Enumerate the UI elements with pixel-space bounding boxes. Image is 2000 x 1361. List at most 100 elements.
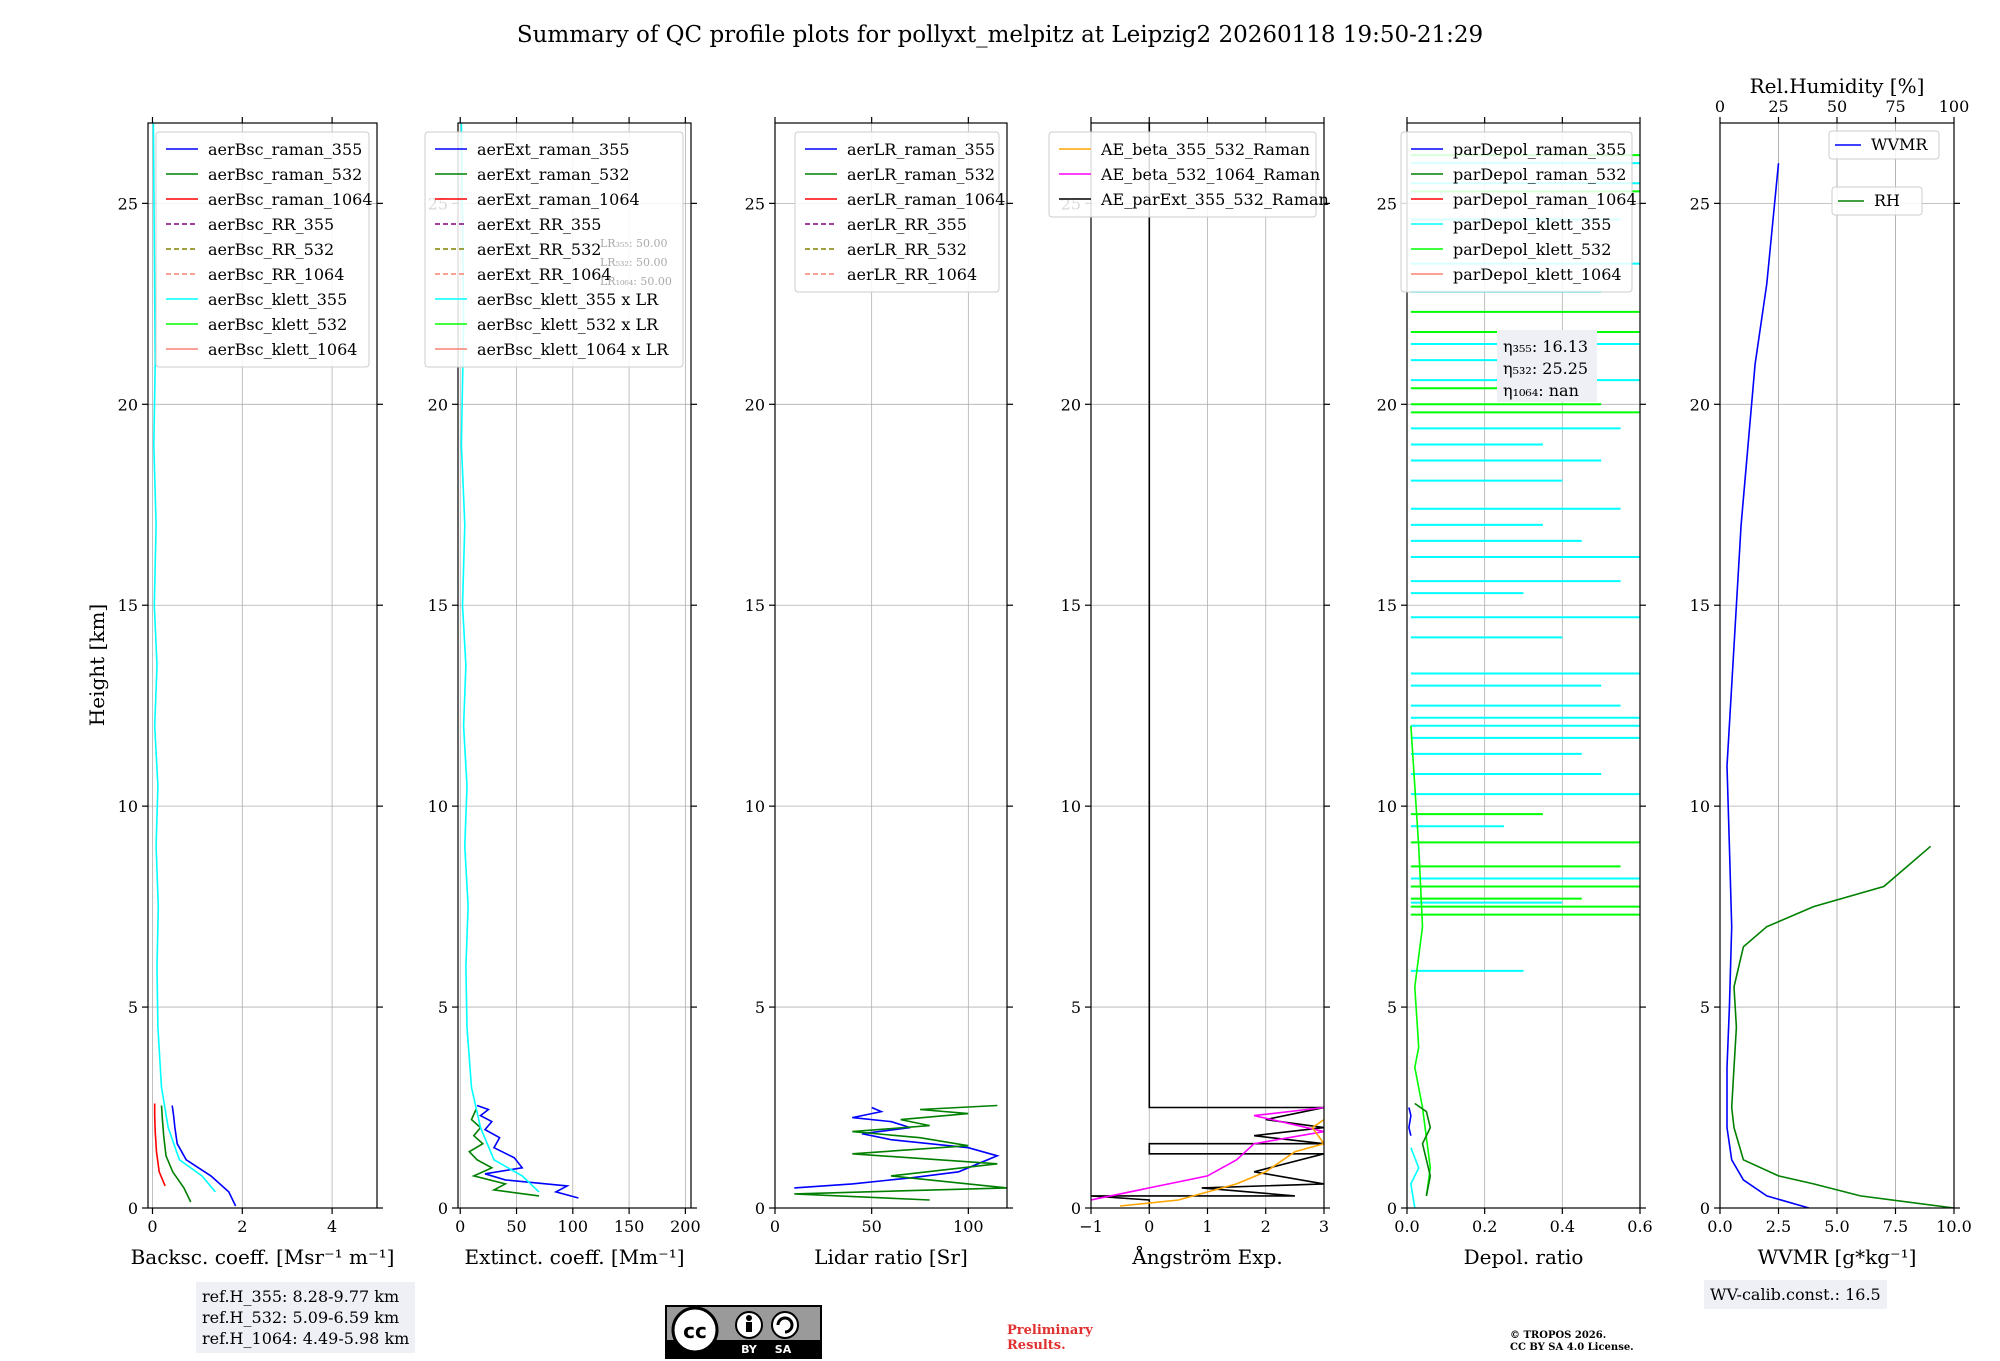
x-tick-label: 4 (327, 1217, 337, 1236)
y-tick-label: 20 (745, 395, 765, 414)
top-x-tick-label: 75 (1885, 97, 1905, 116)
top-x-tick-label: 100 (1939, 97, 1970, 116)
eta-box (1497, 330, 1597, 402)
x-tick-label: 200 (670, 1217, 701, 1236)
cc-sa-label: SA (775, 1343, 792, 1356)
lr-annotation: LR₅₃₂: 50.00 (600, 256, 668, 269)
plot-area-depol (1408, 154, 1640, 1208)
legend-label: aerBsc_klett_355 (208, 290, 347, 309)
legend-label: parDepol_klett_1064 (1453, 265, 1622, 284)
eta-annotation: η₅₃₂: 25.25 (1503, 359, 1588, 378)
x-axis-label: Depol. ratio (1464, 1245, 1584, 1269)
series-line-aerExt_raman_355 (476, 1104, 579, 1199)
plot-area-extinction (460, 123, 579, 1199)
plot-area-angstrom (1091, 123, 1324, 1208)
figure-title: Summary of QC profile plots for pollyxt_… (516, 22, 1484, 48)
x-axis-label: Lidar ratio [Sr] (814, 1245, 968, 1269)
y-tick-label: 5 (1387, 998, 1397, 1017)
plot-area-wvmr (1726, 163, 1954, 1208)
y-axis-label: Height [km] (85, 604, 109, 726)
axes-frame (457, 122, 692, 1209)
lr-annotation: LR₃₅₅: 50.00 (600, 237, 668, 250)
x-tick-label: 1 (1202, 1217, 1212, 1236)
y-tick-label: 5 (755, 998, 765, 1017)
legend-box (1048, 131, 1317, 218)
x-tick-label: 10.0 (1936, 1217, 1972, 1236)
y-tick-label: 0 (438, 1199, 448, 1218)
x-tick-label: 0 (1144, 1217, 1154, 1236)
y-tick-label: 20 (118, 395, 138, 414)
y-tick-label: 5 (128, 998, 138, 1017)
x-tick-label: 0 (455, 1217, 465, 1236)
series-line-parDepol_raman_355 (1408, 1107, 1412, 1136)
legend-label: aerLR_raman_1064 (847, 190, 1005, 209)
legend-label: aerExt_raman_355 (477, 140, 630, 159)
copyright-line-2: CC BY SA 4.0 License. (1510, 1342, 1634, 1353)
legend-label: aerExt_RR_532 (477, 240, 601, 259)
series-line-aerExt_raman_532 (468, 1109, 540, 1197)
legend-label: aerExt_raman_532 (477, 165, 630, 184)
y-tick-label: 15 (428, 596, 448, 615)
series-line-AE_parExt_355_532_Raman (1091, 123, 1324, 1208)
x-tick-label: 100 (953, 1217, 984, 1236)
series-line-aerBsc_raman_532 (160, 1105, 192, 1203)
y-tick-label: 15 (118, 596, 138, 615)
axes-frame (147, 122, 378, 1209)
y-tick-label: 0 (1700, 1199, 1710, 1218)
legend-label: WVMR (1871, 135, 1928, 154)
series-line-AE_beta_355_532_Raman (1120, 1118, 1324, 1207)
panel-depol: 0 5 10 15 20 25 0.0 0.2 0.4 0.6 Depol. ratio parDep… (1377, 117, 1653, 1269)
ref-heights-box: ref.H_355: 8.28-9.77 km ref.H_532: 5.09-… (196, 1282, 416, 1353)
legend-label: aerExt_raman_1064 (477, 190, 640, 209)
series-line-aerBsc_raman_355 (171, 1105, 237, 1207)
wv-calib-box: WV-calib.const.: 16.5 (1704, 1280, 1887, 1309)
lr-annotation: LR₁₀₆₄: 50.00 (600, 275, 672, 288)
legend-label: aerLR_RR_355 (847, 215, 967, 234)
x-tick-label: 2 (1261, 1217, 1271, 1236)
legend-box (1400, 131, 1633, 293)
x-tick-label: 3 (1319, 1217, 1329, 1236)
x-tick-label: 0.4 (1550, 1217, 1575, 1236)
y-tick-label: 0 (1071, 1199, 1081, 1218)
x-tick-label: 50 (861, 1217, 881, 1236)
legend-label: parDepol_raman_1064 (1453, 190, 1637, 209)
y-tick-label: 20 (1690, 395, 1710, 414)
legend-label: aerBsc_klett_532 x LR (477, 315, 659, 334)
y-tick-label: 0 (755, 1199, 765, 1218)
x-tick-label: 5.0 (1824, 1217, 1849, 1236)
legend-label: aerBsc_RR_355 (208, 215, 334, 234)
ref-height-355: ref.H_355: 8.28-9.77 km (202, 1287, 400, 1306)
series-line-RH (1730, 845, 1954, 1208)
preliminary-results-note: Preliminary Results. (1007, 1323, 1093, 1353)
legend-box (155, 131, 370, 368)
top-x-axis-label: Rel.Humidity [%] (1750, 74, 1925, 98)
panel-extinction: 0510152025050100150200Extinct. coeff. [M… (424, 117, 701, 1269)
series-line-aerBsc_raman_1064 (153, 1103, 166, 1187)
y-tick-label: 5 (1700, 998, 1710, 1017)
legend-label: aerBsc_klett_355 x LR (477, 290, 659, 309)
legend-label: aerLR_raman_532 (847, 165, 995, 184)
legend-box (424, 131, 684, 368)
legend-label: aerLR_RR_532 (847, 240, 967, 259)
top-x-tick-label: 25 (1768, 97, 1788, 116)
y-tick-label: 20 (1377, 395, 1397, 414)
legend-label: parDepol_klett_532 (1453, 240, 1611, 259)
y-tick-label: 10 (428, 797, 448, 816)
y-tick-label: 20 (1061, 395, 1081, 414)
x-tick-label: 0.2 (1472, 1217, 1497, 1236)
legend-label: AE_beta_355_532_Raman (1100, 140, 1310, 159)
y-tick-label: 25 (745, 194, 765, 213)
y-tick-label: 15 (1690, 596, 1710, 615)
x-tick-label: −1 (1079, 1217, 1103, 1236)
y-tick-label: 25 (118, 194, 138, 213)
series-line-WVMR (1726, 163, 1810, 1208)
legend-label: parDepol_raman_355 (1453, 140, 1626, 159)
legend-label: aerExt_RR_355 (477, 215, 601, 234)
legend-label: aerLR_RR_1064 (847, 265, 977, 284)
copyright-note: © TROPOS 2026. CC BY SA 4.0 License. (1510, 1330, 1634, 1354)
preliminary-line-1: Preliminary (1007, 1323, 1093, 1338)
y-tick-label: 20 (428, 395, 448, 414)
legend-label: aerLR_raman_355 (847, 140, 995, 159)
x-tick-label: 0.6 (1627, 1217, 1652, 1236)
